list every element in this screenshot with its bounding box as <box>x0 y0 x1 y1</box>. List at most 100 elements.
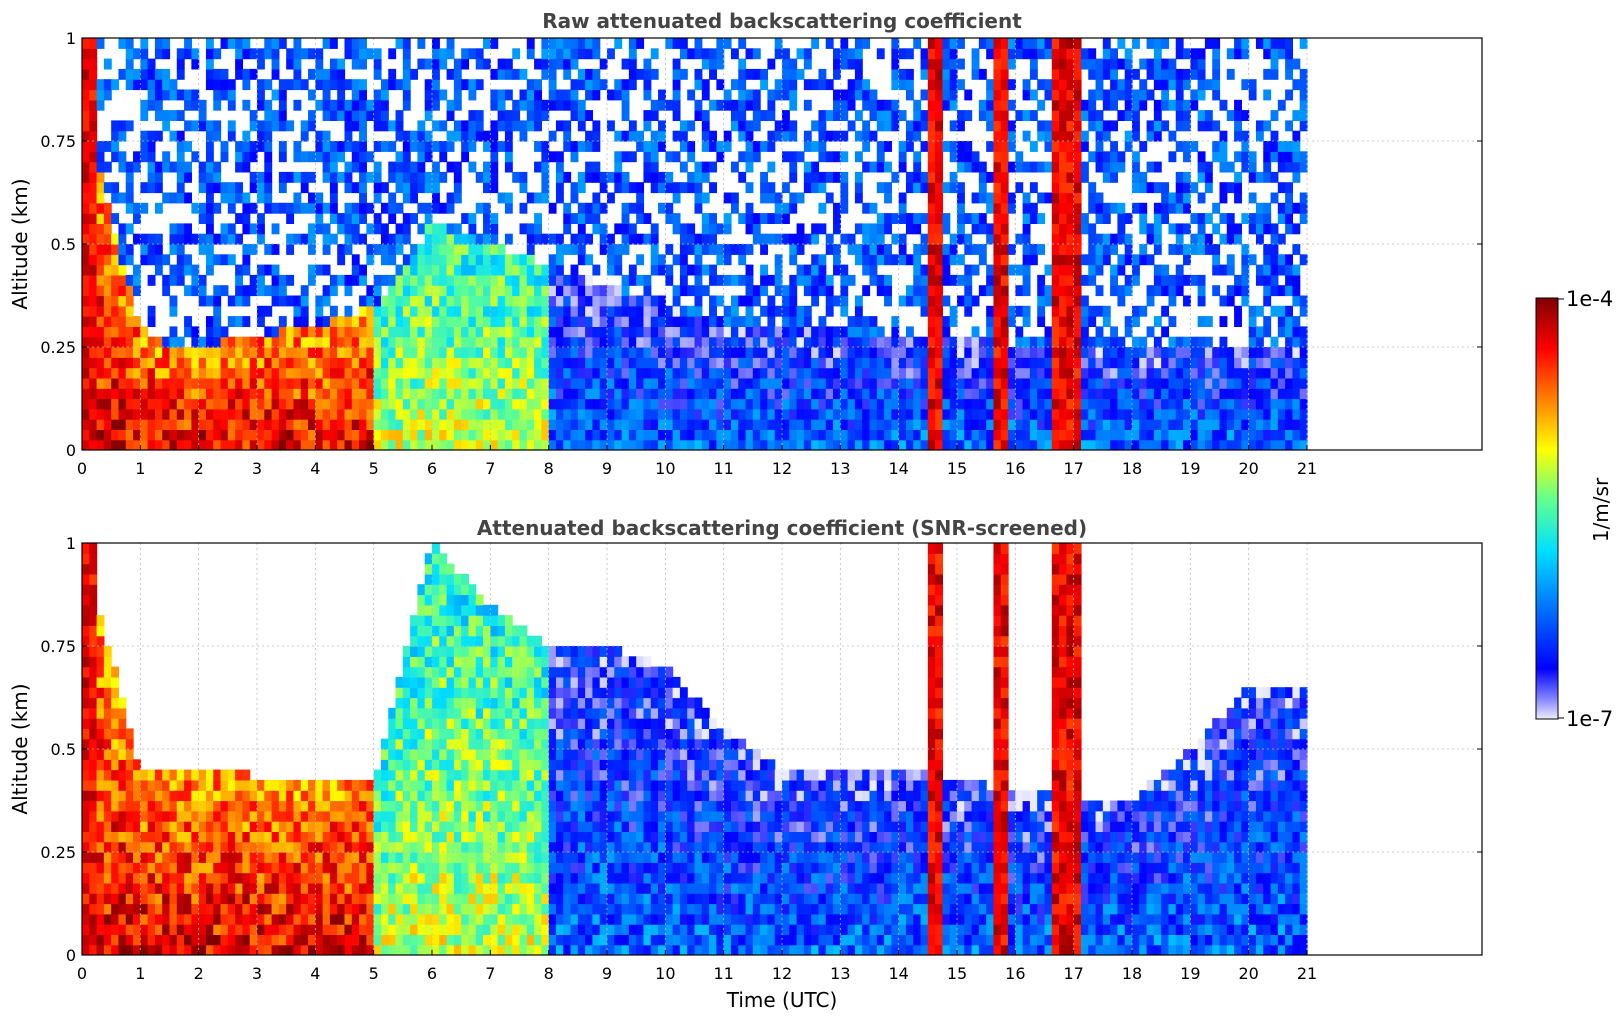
heatmap-cell <box>628 357 637 369</box>
heatmap-cell <box>1270 398 1279 410</box>
heatmap-cell <box>125 429 134 441</box>
heatmap-cell <box>220 192 229 204</box>
heatmap-cell <box>191 89 200 101</box>
heatmap-cell <box>1080 367 1089 379</box>
heatmap-cell <box>504 388 513 400</box>
heatmap-cell <box>1175 233 1184 245</box>
heatmap-cell <box>380 274 389 286</box>
heatmap-cell <box>1255 347 1264 358</box>
heatmap-cell <box>1146 367 1155 379</box>
heatmap-cell <box>96 388 105 400</box>
heatmap-cell <box>483 182 491 194</box>
heatmap-cell <box>249 151 258 163</box>
heatmap-cell <box>1277 326 1286 338</box>
heatmap-cell <box>636 347 645 358</box>
heatmap-cell <box>417 357 426 369</box>
heatmap-cell <box>738 408 747 420</box>
heatmap-cell <box>322 141 331 152</box>
heatmap-cell <box>1051 316 1060 327</box>
heatmap-cell <box>942 48 951 60</box>
heatmap-cell <box>672 151 681 163</box>
heatmap-cell <box>461 305 470 317</box>
heatmap-cell <box>388 141 397 152</box>
heatmap-cell <box>1073 192 1082 204</box>
heatmap-cell <box>1248 79 1257 91</box>
heatmap-cell <box>971 377 980 389</box>
heatmap-cell <box>942 357 951 369</box>
heatmap-cell <box>913 38 922 49</box>
x-tick-label: 15 <box>947 459 967 478</box>
heatmap-cell <box>497 274 506 286</box>
heatmap-cell <box>847 244 856 255</box>
heatmap-cell <box>679 141 688 152</box>
heatmap-cell <box>257 347 265 358</box>
heatmap-cell <box>694 295 703 307</box>
heatmap-cell <box>1255 439 1264 450</box>
heatmap-cell <box>125 305 134 317</box>
heatmap-cell <box>1088 264 1097 276</box>
heatmap-cell <box>286 213 295 224</box>
heatmap-cell <box>811 377 820 389</box>
heatmap-cell <box>1153 130 1162 142</box>
heatmap-cell <box>818 110 827 121</box>
heatmap-cell <box>1197 110 1206 121</box>
heatmap-cell <box>191 388 200 400</box>
heatmap-cell <box>1073 213 1082 224</box>
heatmap-cell <box>322 99 331 111</box>
heatmap-cell <box>541 58 550 70</box>
heatmap-cell <box>359 367 367 379</box>
heatmap-cell <box>541 285 550 297</box>
heatmap-cell <box>271 367 280 379</box>
heatmap-cell <box>694 202 703 214</box>
heatmap-cell <box>585 398 594 410</box>
heatmap-cell <box>475 347 484 358</box>
heatmap-cell <box>1234 419 1242 430</box>
heatmap-cell <box>650 141 659 152</box>
heatmap-cell <box>89 697 98 709</box>
heatmap-cell <box>344 202 353 214</box>
heatmap-cell <box>169 264 178 276</box>
heatmap-cell <box>709 305 717 317</box>
heatmap-cell <box>483 357 491 369</box>
heatmap-cell <box>424 336 433 348</box>
heatmap-cell <box>949 120 958 132</box>
heatmap-cell <box>191 264 200 276</box>
heatmap-cell <box>1139 388 1148 400</box>
heatmap-cell <box>344 347 353 358</box>
heatmap-cell <box>614 295 623 307</box>
heatmap-cell <box>585 347 594 358</box>
heatmap-cell <box>913 419 922 430</box>
heatmap-cell <box>220 326 229 338</box>
heatmap-cell <box>96 903 105 915</box>
heatmap-cell <box>1248 213 1257 224</box>
heatmap-cell <box>1153 419 1162 430</box>
heatmap-cell <box>483 264 491 276</box>
heatmap-cell <box>818 408 827 420</box>
heatmap-cell <box>701 130 710 142</box>
heatmap-cell <box>162 161 171 173</box>
heatmap-cell <box>672 254 681 266</box>
heatmap-cell <box>1285 274 1294 286</box>
heatmap-cell <box>337 429 346 441</box>
heatmap-cell <box>679 264 688 276</box>
heatmap-cell <box>264 130 273 142</box>
heatmap-cell <box>453 99 462 111</box>
heatmap-cell <box>577 295 586 307</box>
heatmap-cell <box>439 58 448 70</box>
heatmap-cell <box>774 367 783 379</box>
heatmap-cell <box>825 233 834 245</box>
heatmap-cell <box>534 439 542 450</box>
heatmap-cell <box>1168 367 1177 379</box>
heatmap-cell <box>898 439 907 450</box>
heatmap-cell <box>687 89 696 101</box>
heatmap-cell <box>920 171 929 183</box>
heatmap-cell <box>308 233 316 245</box>
heatmap-cell <box>483 274 491 286</box>
heatmap-cell <box>789 244 798 255</box>
heatmap-cell <box>417 336 426 348</box>
heatmap-cell <box>1015 233 1024 245</box>
heatmap-cell <box>1277 357 1286 369</box>
heatmap-cell <box>344 141 353 152</box>
heatmap-cell <box>118 38 127 49</box>
heatmap-cell <box>1073 48 1082 60</box>
